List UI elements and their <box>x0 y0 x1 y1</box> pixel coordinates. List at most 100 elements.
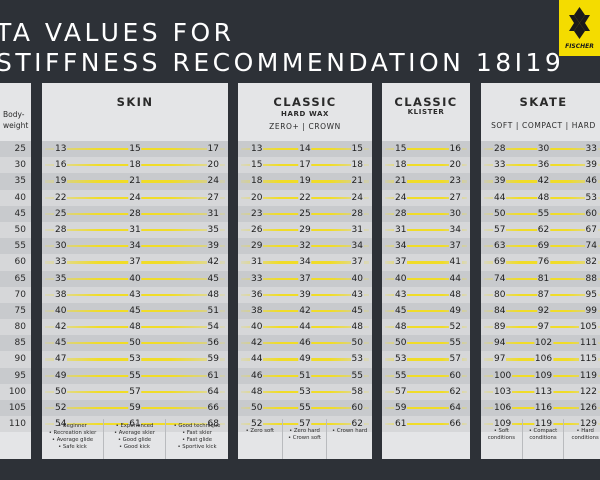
ta-value: 76 <box>536 256 551 269</box>
ta-value: 119 <box>578 369 598 382</box>
ta-value: 40 <box>250 321 264 334</box>
ta-value: 99 <box>584 304 598 317</box>
ta-value: 39 <box>493 175 507 188</box>
table-row: 54 61 68 <box>42 416 228 433</box>
ta-value: 122 <box>578 385 598 398</box>
footer-note-line: conditions <box>487 435 515 441</box>
ta-value: 42 <box>250 337 264 350</box>
footer-note: • Zero hard • Crown soft <box>283 419 328 459</box>
ta-value: 34 <box>350 240 364 253</box>
value-cell: 31 34 <box>382 222 470 238</box>
title-line-1: TA VALUES FOR <box>0 18 235 47</box>
ta-value: 87 <box>536 288 551 301</box>
ta-value: 59 <box>128 402 142 414</box>
ta-value: 15 <box>128 143 142 155</box>
table-row: 80 87 95 <box>481 286 600 303</box>
fischer-logo: FISCHER <box>559 0 600 56</box>
table-row: 31 34 37 <box>238 254 372 271</box>
value-cell: 15 17 18 <box>238 157 372 173</box>
table-row: 100 109 119 <box>481 367 600 384</box>
ta-value: 97 <box>536 321 551 334</box>
ta-value: 31 <box>394 223 408 236</box>
ta-value: 39 <box>298 288 312 301</box>
ta-value: 55 <box>350 369 364 382</box>
bodyweight-value: 35 <box>0 173 31 190</box>
panel-header: SKATE SOFT | COMPACT | HARD <box>481 83 600 141</box>
ta-value: 37 <box>448 240 462 253</box>
ta-value: 50 <box>54 385 68 398</box>
ta-value: 62 <box>448 385 462 398</box>
ta-value: 28 <box>128 207 142 220</box>
ta-value: 43 <box>128 288 142 301</box>
table-row: 42 46 50 <box>238 335 372 352</box>
value-cell: 48 53 58 <box>238 384 372 400</box>
ta-value: 46 <box>250 369 264 382</box>
ta-value: 29 <box>250 240 264 253</box>
ta-value: 20 <box>250 191 264 204</box>
table-row: 94 102 111 <box>481 335 600 352</box>
ta-value: 59 <box>206 353 220 366</box>
table-row: 59 64 <box>382 400 470 417</box>
table-row: 69 76 82 <box>481 254 600 271</box>
value-cell: 42 48 54 <box>42 319 228 335</box>
table-row: 40 44 48 <box>238 319 372 336</box>
table-row: 35 40 45 <box>42 270 228 287</box>
footer-note-line: • Safe kick <box>58 444 87 450</box>
footer-note: • Crown hard <box>327 419 372 459</box>
footer-note-line: • Zero hard <box>289 428 320 434</box>
bodyweight-value: 30 <box>0 157 31 174</box>
value-cell: 54 61 68 <box>42 416 228 432</box>
table-row: 52 59 66 <box>42 400 228 417</box>
ta-value: 92 <box>536 304 551 317</box>
range-line <box>385 374 467 377</box>
panel-subtitle: HARD WAX <box>281 110 329 118</box>
ta-value: 39 <box>206 240 220 253</box>
value-cell: 50 57 64 <box>42 384 228 400</box>
table-row: 34 37 <box>382 238 470 255</box>
ta-value: 54 <box>54 418 68 431</box>
range-line <box>385 196 467 199</box>
ta-value: 43 <box>394 288 408 301</box>
value-cell: 25 28 31 <box>42 206 228 222</box>
ta-value: 47 <box>54 353 68 366</box>
value-cell: 15 16 <box>382 141 470 157</box>
ta-value: 56 <box>206 337 220 350</box>
table-row: 106 116 126 <box>481 400 600 417</box>
footer-note: • Experienced • Average skier • Good glide… <box>104 419 166 459</box>
footer-note-line: • Zero soft <box>245 428 275 434</box>
bodyweight-value: 95 <box>0 367 31 384</box>
value-cell: 94 102 111 <box>481 335 600 351</box>
table-row: 15 16 <box>382 141 470 158</box>
range-line <box>385 148 467 151</box>
ta-value: 21 <box>394 175 408 188</box>
ta-value: 37 <box>128 256 142 269</box>
ta-value: 28 <box>54 223 68 236</box>
table-row: 37 41 <box>382 254 470 271</box>
value-cell: 50 55 <box>382 335 470 351</box>
range-line <box>385 293 467 296</box>
ta-value: 50 <box>493 207 507 220</box>
ta-value: 48 <box>350 321 364 334</box>
ta-value: 27 <box>448 191 462 204</box>
ta-value: 30 <box>54 240 68 253</box>
panel-header: CLASSIC HARD WAX ZERO+ | CROWN <box>238 83 372 141</box>
value-cell: 16 18 20 <box>42 157 228 173</box>
table-row: 45 49 <box>382 302 470 320</box>
table-row: 89 97 105 <box>481 319 600 336</box>
bodyweight-value: 50 <box>0 221 31 239</box>
table-row: 29 32 34 <box>238 238 372 255</box>
footer-note-line: • Compact <box>528 428 558 434</box>
ta-value: 84 <box>493 304 507 317</box>
bodyweight-column: Body- weight 25 30 35 40 45 50 55 60 65 70 75 80 85 9… <box>0 83 31 459</box>
footer-note-line: • Average glide <box>51 437 94 443</box>
ta-value: 41 <box>448 256 462 269</box>
ta-value: 55 <box>394 369 408 382</box>
value-cell: 103 113 122 <box>481 384 600 400</box>
ta-value: 17 <box>298 159 312 172</box>
range-line <box>385 261 467 264</box>
table-row: 48 53 58 <box>238 383 372 400</box>
value-cell: 18 20 <box>382 157 470 173</box>
table-row: 103 113 122 <box>481 383 600 400</box>
ta-value: 54 <box>206 321 220 334</box>
table-row: 84 92 99 <box>481 302 600 320</box>
